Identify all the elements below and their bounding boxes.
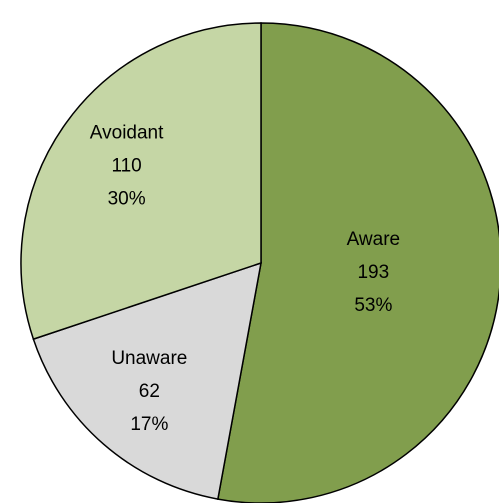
pie-slice xyxy=(20,22,262,341)
slice-label-count: 62 xyxy=(139,381,160,402)
slice-label-name: Unaware xyxy=(111,348,187,369)
slice-label-percent: 17% xyxy=(130,414,168,435)
slice-label-name: Aware xyxy=(347,229,401,250)
pie-slice xyxy=(216,22,499,503)
slice-label-count: 193 xyxy=(357,262,389,283)
slice-label-name: Avoidant xyxy=(90,122,164,143)
slice-label-percent: 53% xyxy=(354,295,392,316)
slice-label-percent: 30% xyxy=(108,188,146,209)
pie-slice xyxy=(32,261,262,500)
slice-label-count: 110 xyxy=(111,155,141,176)
